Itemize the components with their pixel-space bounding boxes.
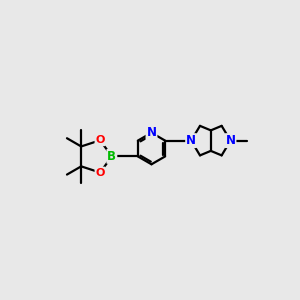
Text: O: O: [95, 167, 105, 178]
Text: B: B: [107, 150, 116, 163]
Text: N: N: [146, 126, 157, 139]
Text: O: O: [95, 135, 105, 145]
Text: N: N: [226, 134, 236, 147]
Text: N: N: [186, 134, 196, 147]
